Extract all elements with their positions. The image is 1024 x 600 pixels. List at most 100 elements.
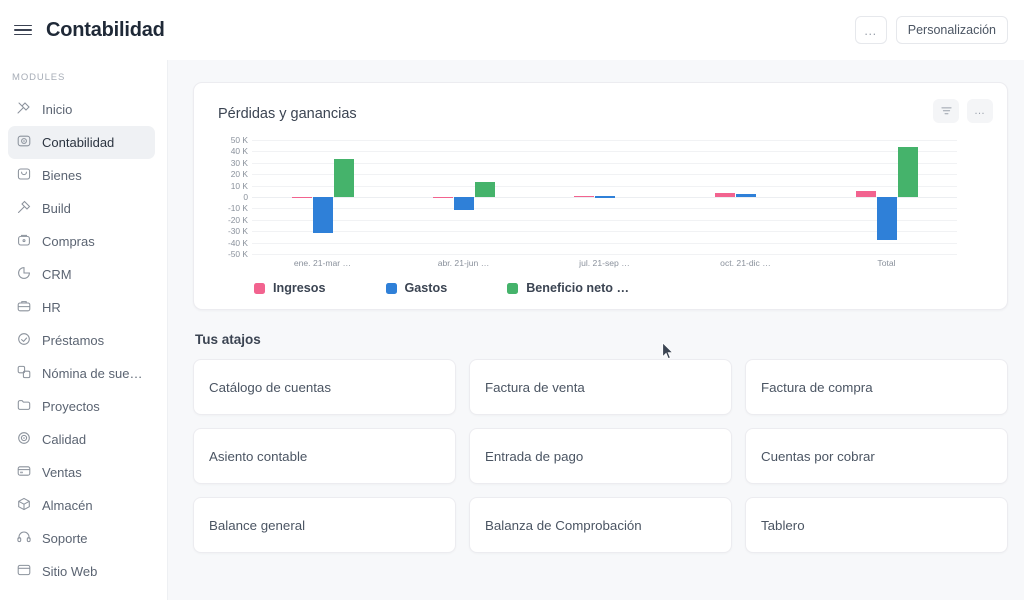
bar-gastos[interactable] [876,197,897,241]
shortcut-card[interactable]: Factura de compra [745,359,1008,415]
handshake-icon [16,331,32,350]
chart-legend: Ingresos Gastos Beneficio neto … [208,275,993,297]
bar-group [534,140,675,254]
shortcut-label: Balance general [209,517,306,533]
shortcut-card[interactable]: Asiento contable [193,428,456,484]
sidebar-item-inicio[interactable]: Inicio [8,93,155,126]
shortcut-label: Catálogo de cuentas [209,379,331,395]
bar-ingresos[interactable] [291,196,312,199]
y-tick-label: 50 K [230,135,248,145]
x-tick-label: abr. 21-jun … [437,258,490,268]
sidebar-item-sitio-web[interactable]: Sitio Web [8,555,155,588]
personalization-button[interactable]: Personalización [895,16,1008,44]
sidebar-item-label: Préstamos [42,333,105,348]
shortcut-card[interactable]: Factura de venta [469,359,732,415]
legend-swatch-icon [254,282,265,294]
legend-item[interactable]: Ingresos [254,281,326,295]
legend-item[interactable]: Beneficio neto … [507,281,629,295]
bar-group [252,140,393,254]
hamburger-icon[interactable] [14,21,32,39]
shortcut-label: Tablero [761,517,805,533]
shortcut-label: Cuentas por cobrar [761,448,875,464]
y-axis-labels: 50 K 40 K 30 K 20 K 10 K 0 -10 K -20 K -30 K -40 … [208,135,248,259]
shortcut-label: Factura de compra [761,379,873,395]
sidebar-item-pr-stamos[interactable]: Préstamos [8,324,155,357]
sidebar-item-label: Bienes [42,168,82,183]
bar-groups [252,140,957,254]
shortcut-card[interactable]: Cuentas por cobrar [745,428,1008,484]
shortcut-card[interactable]: Balanza de Comprobación [469,497,732,553]
grid-line [252,140,957,141]
y-tick-label: 40 K [230,146,248,157]
x-tick-label: Total [877,258,896,268]
payroll-icon [16,364,32,383]
bar-ingresos[interactable] [714,192,735,197]
grid-line [252,151,957,153]
sidebar-item-soporte[interactable]: Soporte [8,522,155,555]
bar-ingresos[interactable] [573,195,594,198]
tools-icon [16,100,32,119]
x-tick-label: ene. 21-mar … [293,258,352,268]
legend-swatch-icon [507,282,519,294]
page-title: Contabilidad [46,18,165,41]
sidebar-item-label: CRM [42,267,72,282]
shortcut-card[interactable]: Catálogo de cuentas [193,359,456,415]
briefcase-icon [16,298,32,317]
grid-line [252,254,957,255]
more-options-button[interactable]: … [854,16,887,44]
sidebar: MODULES Inicio Contabilidad Bienes Build Com… [0,60,168,600]
body: MODULES Inicio Contabilidad Bienes Build Com… [0,60,1024,600]
bar-gastos[interactable] [312,197,333,234]
bar-ingresos[interactable] [855,190,876,197]
x-tick-label: jul. 21-sep … [579,258,630,268]
sidebar-item-hr[interactable]: HR [8,291,155,324]
grid-line [252,219,957,221]
sidebar-item-compras[interactable]: Compras [8,225,155,258]
chart-header: Pérdidas y ganancias … [208,99,993,123]
headset-icon [16,529,32,548]
bar-beneficio-neto[interactable] [333,159,354,197]
sidebar-item-bienes[interactable]: Bienes [8,159,155,192]
y-tick-label: 0 [243,192,248,202]
legend-item[interactable]: Gastos [385,281,447,295]
sidebar-item-label: Contabilidad [42,135,115,150]
sidebar-nav: Inicio Contabilidad Bienes Build Compras CRM H… [0,93,167,588]
chart-tools: … [933,99,993,123]
sidebar-item-proyectos[interactable]: Proyectos [8,390,155,423]
card-icon [16,463,32,482]
chart-title: Pérdidas y ganancias [218,106,357,122]
sidebar-item-n-mina-de-sue[interactable]: Nómina de sue… [8,357,155,390]
chart-canvas [252,140,957,255]
sidebar-item-crm[interactable]: CRM [8,258,155,291]
chart-more-button[interactable]: … [967,99,993,123]
bar-beneficio-neto[interactable] [897,146,918,197]
sidebar-item-label: HR [42,300,61,315]
y-tick-label: -10 K [227,203,248,214]
shortcut-card[interactable]: Tablero [745,497,1008,553]
y-tick-label: -40 K [227,237,248,248]
sidebar-item-ventas[interactable]: Ventas [8,456,155,489]
shortcut-card[interactable]: Entrada de pago [469,428,732,484]
pie-icon [16,265,32,284]
bar-group [393,140,534,254]
sidebar-item-almac-n[interactable]: Almacén [8,489,155,522]
bar-gastos[interactable] [453,197,474,210]
shortcut-card[interactable]: Balance general [193,497,456,553]
shortcut-label: Factura de venta [485,379,585,395]
bar-group [675,140,816,254]
bar-gastos[interactable] [735,194,756,197]
sidebar-item-calidad[interactable]: Calidad [8,423,155,456]
y-tick-label: 10 K [230,180,248,191]
sidebar-item-build[interactable]: Build [8,192,155,225]
sidebar-item-contabilidad[interactable]: Contabilidad [8,126,155,159]
bar-group [816,140,957,254]
y-tick-label: -50 K [227,249,248,259]
filter-icon[interactable] [933,99,959,123]
grid-line [252,242,957,244]
bar-gastos[interactable] [594,195,615,198]
bar-beneficio-neto[interactable] [474,182,495,197]
bar-ingresos[interactable] [432,196,453,199]
